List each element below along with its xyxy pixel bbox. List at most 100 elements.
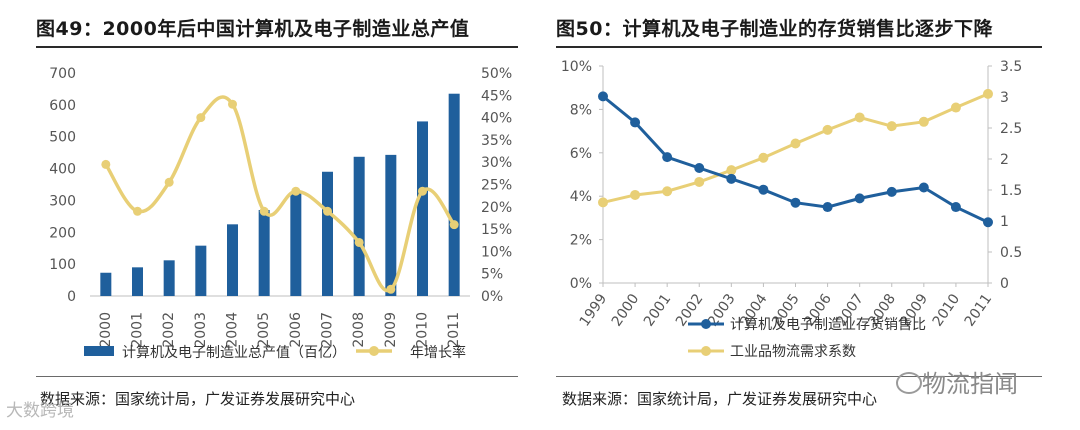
y-tick-label-right-fig49: 50% [481, 66, 512, 82]
y-tick-label-right-fig50: 1.5 [1000, 183, 1022, 199]
source-rule-left [36, 376, 518, 377]
watermark-right: 物流指闻 [922, 370, 1018, 398]
point-growth-fig49 [196, 113, 206, 123]
x-tick-label-fig49: 2002 [161, 312, 177, 348]
y-tick-label-left-fig50: 10% [561, 59, 592, 75]
y-tick-label-left-fig50: 2% [570, 233, 592, 249]
x-tick-label-fig50: 1999 [577, 291, 611, 329]
x-tick-label-fig49: 2010 [415, 312, 431, 348]
bar-fig49 [258, 209, 270, 296]
point-growth-fig49 [228, 99, 237, 109]
y-tick-label-right-fig50: 2 [1000, 152, 1009, 168]
bar-fig49 [322, 171, 333, 296]
y-tick-label-left-fig49: 100 [49, 257, 76, 273]
point-inventory-fig50 [886, 186, 897, 197]
chart-title-fig50: 图50：计算机及电子制造业的存货销售比逐步下降 [556, 18, 993, 40]
legend-marker-inventory-fig50 [701, 319, 711, 329]
y-tick-label-right-fig49: 30% [481, 155, 512, 171]
point-logistics-fig50 [886, 121, 897, 132]
point-growth-fig49 [259, 206, 269, 216]
legend-label-line-fig49: 年增长率 [410, 344, 466, 361]
point-logistics-fig50 [598, 197, 608, 208]
y-tick-label-left-fig50: 4% [570, 189, 592, 205]
bar-fig49 [163, 260, 175, 296]
y-tick-label-left-fig49: 200 [49, 225, 76, 241]
x-tick-label-fig50: 2011 [962, 291, 996, 329]
point-inventory-fig50 [662, 152, 673, 163]
bar-fig49 [448, 93, 460, 296]
x-tick-label-fig49: 2009 [383, 312, 399, 348]
point-logistics-fig50 [630, 189, 641, 200]
legend-marker-logistics-fig50 [701, 346, 711, 356]
y-tick-label-left-fig50: 6% [570, 146, 592, 162]
point-growth-fig49 [164, 177, 174, 187]
x-tick-label-fig50: 2000 [609, 291, 643, 329]
point-logistics-fig50 [758, 152, 769, 163]
y-tick-label-right-fig49: 15% [481, 222, 512, 238]
point-logistics-fig50 [694, 176, 705, 187]
y-tick-label-left-fig49: 500 [49, 130, 76, 146]
title-rule-left [36, 46, 518, 48]
chart-title-fig49: 图49：2000年后中国计算机及电子制造业总产值 [36, 18, 470, 40]
x-tick-label-fig49: 2004 [225, 312, 241, 348]
point-growth-fig49 [133, 206, 142, 216]
y-tick-label-left-fig50: 0% [570, 276, 592, 292]
y-tick-label-right-fig49: 20% [481, 200, 512, 216]
y-tick-label-right-fig49: 25% [481, 178, 512, 194]
point-inventory-fig50 [854, 193, 865, 204]
source-note-fig49: 数据来源：国家统计局，广发证券发展研究中心 [40, 390, 356, 408]
point-logistics-fig50 [726, 165, 737, 176]
y-tick-label-left-fig49: 600 [49, 98, 76, 114]
point-inventory-fig50 [790, 197, 801, 208]
y-tick-label-right-fig49: 0% [481, 289, 503, 305]
point-logistics-fig50 [662, 186, 673, 197]
y-tick-label-left-fig50: 8% [570, 102, 592, 118]
point-growth-fig49 [354, 237, 364, 247]
point-inventory-fig50 [726, 173, 737, 184]
point-growth-fig49 [291, 186, 301, 196]
point-inventory-fig50 [630, 117, 641, 128]
source-note-fig50: 数据来源：国家统计局，广发证券发展研究中心 [562, 390, 878, 408]
point-inventory-fig50 [758, 184, 769, 195]
y-tick-label-right-fig49: 5% [481, 267, 503, 283]
legend-label-inventory-fig50: 计算机及电子制造业存货销售比 [730, 316, 926, 333]
y-tick-label-right-fig49: 35% [481, 133, 512, 149]
x-tick-label-fig49: 2008 [351, 312, 367, 348]
bar-fig49 [353, 156, 365, 296]
y-tick-label-left-fig49: 300 [49, 193, 76, 209]
point-inventory-fig50 [694, 162, 705, 173]
point-logistics-fig50 [790, 138, 801, 149]
y-tick-label-right-fig49: 40% [481, 111, 512, 127]
source-rule-right [556, 376, 1042, 377]
y-tick-label-left-fig49: 400 [49, 162, 76, 178]
y-tick-label-right-fig50: 3 [1000, 90, 1009, 106]
point-inventory-fig50 [822, 202, 833, 213]
y-tick-label-right-fig49: 10% [481, 244, 512, 260]
point-inventory-fig50 [598, 91, 608, 102]
point-logistics-fig50 [854, 112, 865, 123]
point-inventory-fig50 [918, 182, 929, 193]
x-tick-label-fig49: 2000 [98, 312, 114, 348]
bar-fig49 [290, 191, 302, 296]
x-tick-label-fig49: 2007 [320, 312, 336, 348]
y-tick-label-right-fig50: 3.5 [1000, 59, 1022, 75]
point-inventory-fig50 [950, 202, 961, 213]
point-inventory-fig50 [983, 217, 993, 228]
series-line-growth-fig49 [104, 95, 456, 293]
bar-fig49 [385, 154, 397, 296]
x-tick-label-fig49: 2006 [288, 312, 304, 348]
legend-marker-line-fig49 [369, 346, 379, 356]
y-tick-label-right-fig49: 45% [481, 88, 512, 104]
legend-label-bar-fig49: 计算机及电子制造业总产值（百亿） [122, 345, 346, 361]
x-tick-label-fig49: 2003 [193, 312, 209, 348]
point-growth-fig49 [323, 206, 332, 216]
wechat-icon [896, 372, 922, 394]
x-tick-label-fig49: 2011 [446, 312, 462, 348]
title-rule-right [556, 46, 1042, 48]
x-tick-label-fig49: 2005 [256, 312, 272, 348]
bar-fig49 [417, 121, 428, 297]
y-tick-label-right-fig50: 2.5 [1000, 121, 1022, 137]
y-tick-label-right-fig50: 0 [1000, 276, 1009, 292]
point-logistics-fig50 [950, 102, 961, 113]
bar-fig49 [195, 245, 207, 296]
